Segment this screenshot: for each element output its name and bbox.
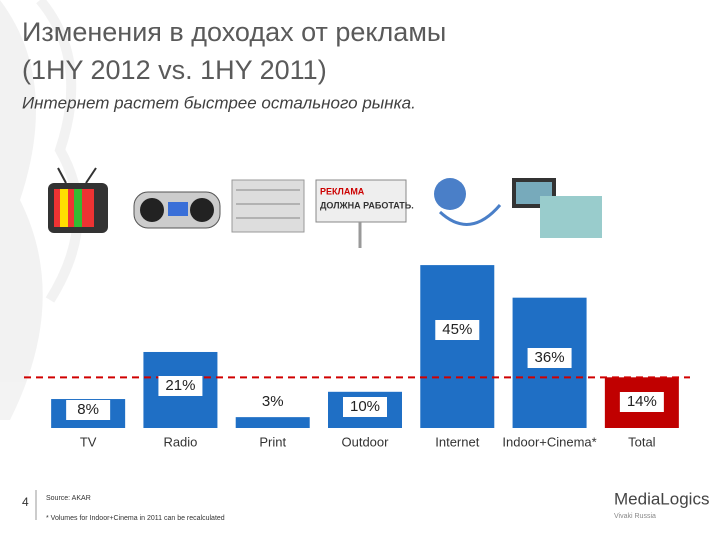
value-label-box: [250, 392, 295, 412]
bar: [420, 265, 495, 428]
x-tick-label: Outdoor: [342, 434, 390, 449]
x-tick-label: Total: [628, 434, 656, 449]
subtitle: Интернет растет быстрее остального рынка…: [22, 93, 416, 112]
x-tick-label: TV: [80, 434, 97, 449]
chart: TV 8% Radio 21% Print 3% Outdoor 10% Internet 45%…: [24, 265, 690, 449]
title-line: (1HY 2012 vs. 1HY 2011): [22, 55, 327, 85]
value-label-box: [435, 320, 480, 340]
x-tick-label: Radio: [163, 434, 197, 449]
logo-sub: Vivaki Russia: [614, 513, 656, 520]
value-label: 21%: [165, 377, 195, 394]
value-label: 10%: [350, 398, 380, 415]
source: Source: AKAR: [46, 495, 91, 502]
x-tick-label: Indoor+Cinema*: [502, 434, 596, 449]
value-label-box: [343, 397, 387, 417]
value-label: 3%: [262, 393, 284, 410]
svg-text:РЕКЛАМА: РЕКЛАМА: [320, 186, 365, 196]
value-label-box: [158, 376, 203, 396]
icons: РЕКЛАМА ДОЛЖНА РАБОТАТЬ.: [48, 167, 602, 248]
value-label: 45%: [442, 321, 472, 338]
x-tick-label: Internet: [435, 434, 479, 449]
svg-text:ДОЛЖНА РАБОТАТЬ.: ДОЛЖНА РАБОТАТЬ.: [320, 200, 414, 210]
value-label: 8%: [77, 401, 99, 418]
bar: [235, 417, 310, 428]
slide-number: 4: [22, 495, 29, 509]
footnote: * Volumes for Indoor+Cinema in 2011 can …: [46, 515, 225, 522]
decoration: [0, 0, 83, 420]
logo: MediaLogics: [614, 489, 709, 508]
title-line: Изменения в доходах от рекламы: [22, 17, 446, 47]
value-label: 36%: [535, 349, 565, 366]
value-label-box: [66, 400, 111, 420]
value-label-box: [619, 392, 664, 412]
value-label-box: [527, 348, 572, 368]
x-tick-label: Print: [259, 434, 286, 449]
value-label: 14%: [627, 393, 657, 410]
